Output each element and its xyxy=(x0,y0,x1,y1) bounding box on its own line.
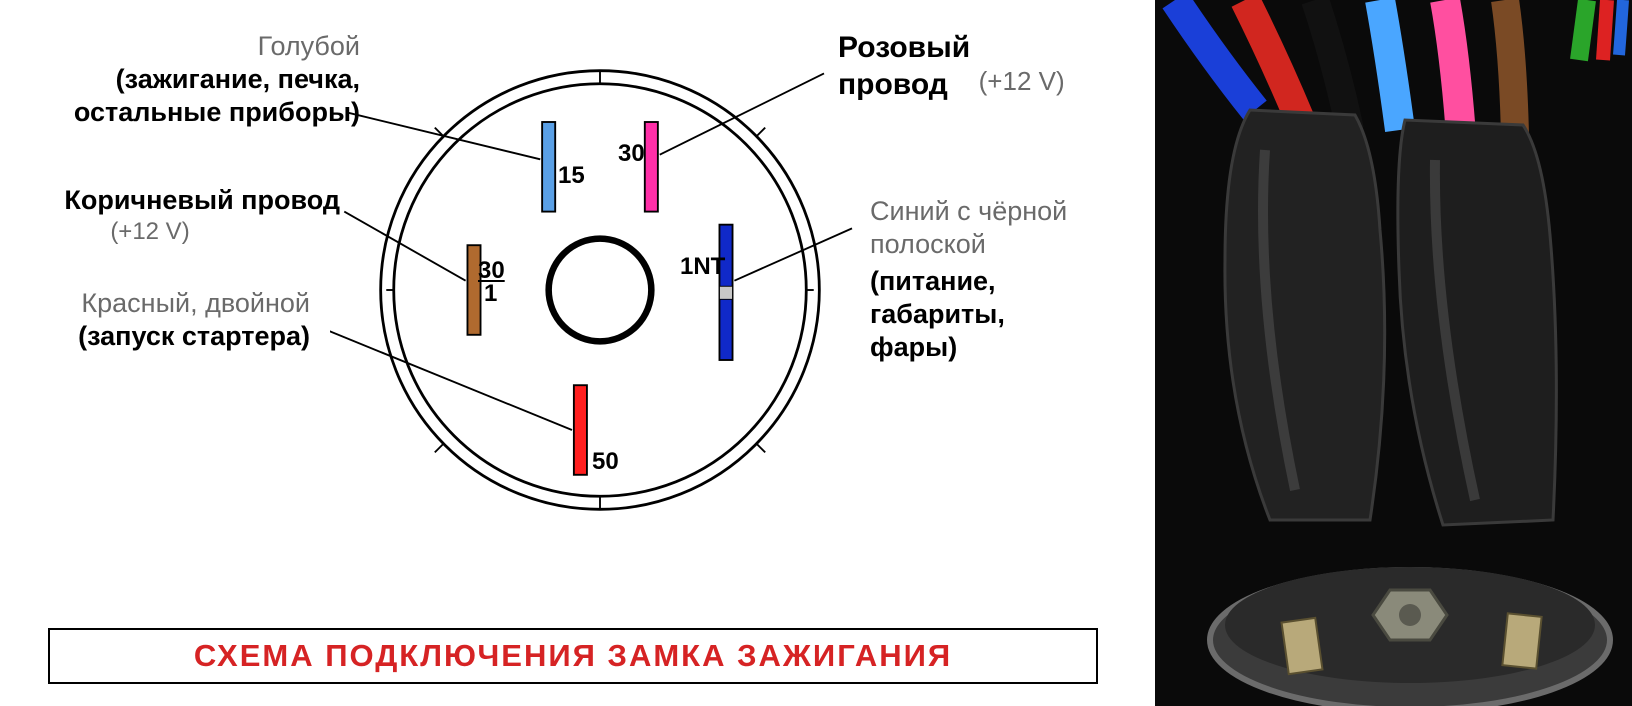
label-navy: Синий с чёрной полоской (питание, габари… xyxy=(870,195,1160,364)
leader-lines xyxy=(330,73,852,430)
label-brown-main: Коричневый провод xyxy=(0,184,340,217)
label-brown: Коричневый провод (+12 V) xyxy=(0,184,340,246)
pin-50 xyxy=(574,385,587,475)
label-red: Красный, двойной (запуск стартера) xyxy=(0,287,310,353)
label-brown-suffix: (+12 V) xyxy=(0,217,340,246)
pin-30 xyxy=(645,122,658,212)
label-pink: Розовый провод (+12 V) xyxy=(838,30,1158,103)
wiring-photo xyxy=(1155,0,1632,706)
label-navy-sub: Синий с чёрной полоской xyxy=(870,195,1160,261)
diagram-svg xyxy=(330,10,870,570)
label-blue-sub: Голубой xyxy=(0,30,360,63)
title-banner: СХЕМА ПОДКЛЮЧЕНИЯ ЗАМКА ЗАЖИГАНИЯ xyxy=(48,628,1098,684)
label-red-sub: Красный, двойной xyxy=(0,287,310,320)
label-pink-suffix: (+12 V) xyxy=(979,66,1065,98)
diagram-panel: Голубой (зажигание, печка, остальные при… xyxy=(0,0,1155,706)
label-blue-main: (зажигание, печка, остальные приборы) xyxy=(0,63,360,129)
label-blue: Голубой (зажигание, печка, остальные при… xyxy=(0,30,360,129)
pin-1nt-num: 1NT xyxy=(680,253,725,281)
title-text: СХЕМА ПОДКЛЮЧЕНИЯ ЗАМКА ЗАЖИГАНИЯ xyxy=(194,638,952,674)
ignition-lock-diagram: 15 30 30 1 1NT 50 xyxy=(330,10,870,570)
pin-15-num: 15 xyxy=(558,162,585,190)
pin-1nt xyxy=(719,225,732,360)
label-red-main: (запуск стартера) xyxy=(0,320,310,353)
pin-30-1-num: 30 1 xyxy=(478,260,505,306)
label-navy-main: (питание, габариты, фары) xyxy=(870,265,1160,364)
pin-50-num: 50 xyxy=(592,448,619,476)
photo-panel xyxy=(1155,0,1632,706)
pin-15 xyxy=(542,122,555,212)
pin-30-num: 30 xyxy=(618,140,645,168)
